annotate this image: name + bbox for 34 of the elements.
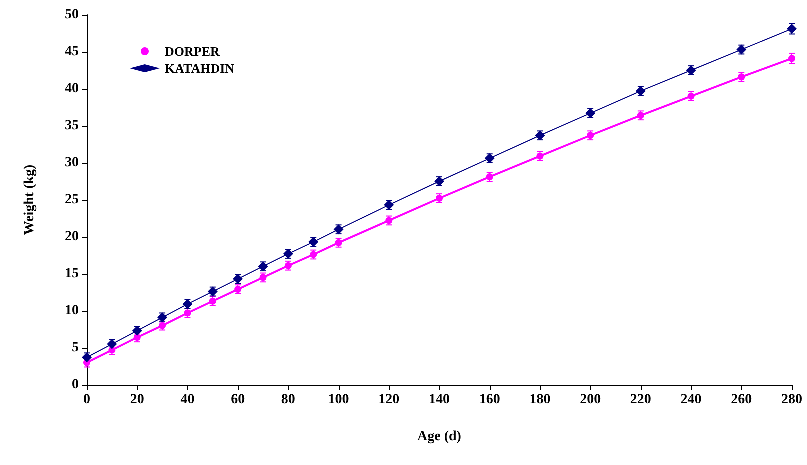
point [234, 286, 242, 294]
y-tick-label: 45 [65, 44, 79, 60]
y-tick-label: 50 [65, 8, 79, 22]
y-tick-label: 15 [65, 266, 79, 282]
y-tick-label: 30 [65, 156, 79, 170]
x-tick-label: 200 [580, 392, 602, 408]
x-tick-label: 140 [429, 392, 450, 408]
x-tick-label: 80 [281, 392, 296, 408]
x-tick-label: 260 [731, 392, 752, 408]
x-tick-label: 100 [328, 392, 350, 408]
point [209, 298, 216, 305]
x-tick-label: 120 [378, 392, 400, 408]
x-tick-label: 240 [680, 392, 702, 408]
y-tick-label: 35 [65, 118, 79, 134]
point [788, 55, 796, 62]
x-tick-label: 280 [782, 392, 802, 408]
x-tick-label: 220 [630, 392, 652, 408]
y-tick-label: 5 [72, 340, 79, 356]
x-tick-label: 60 [231, 392, 246, 408]
y-tick-label: 40 [65, 82, 79, 96]
x-tick-label: 180 [530, 392, 551, 408]
y-tick-label: 20 [65, 230, 79, 244]
y-tick-label: 10 [65, 304, 79, 318]
x-tick-label: 20 [130, 392, 144, 408]
y-axis-title: Weight (kg) [22, 164, 38, 236]
legend-label: KATAHDIN [165, 61, 236, 76]
y-tick-label: 0 [72, 378, 79, 392]
legend-label: DORPER [165, 44, 220, 59]
y-tick-label: 25 [65, 192, 79, 208]
x-tick-label: 0 [84, 392, 90, 408]
x-axis-title: Age (d) [418, 430, 462, 444]
x-tick-label: 40 [180, 392, 195, 408]
x-tick-label: 160 [479, 392, 500, 408]
point [82, 352, 92, 363]
